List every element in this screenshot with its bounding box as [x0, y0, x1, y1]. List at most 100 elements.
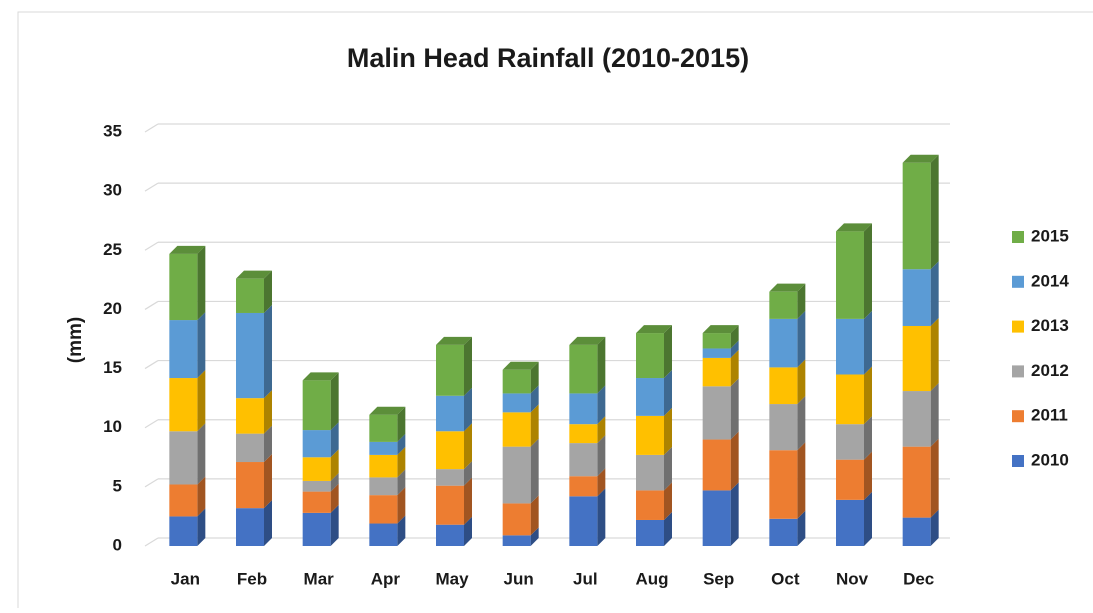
bar	[636, 415, 664, 455]
bar-side	[597, 336, 606, 394]
bar-side	[797, 510, 806, 546]
bar-top	[569, 336, 606, 345]
bar-top	[902, 154, 939, 163]
bar	[569, 496, 598, 546]
bar-top	[769, 283, 806, 292]
bar-side	[330, 422, 339, 458]
bar-side	[197, 423, 206, 485]
bar-side	[797, 396, 806, 451]
y-tick-label: 5	[113, 476, 122, 495]
bar-top	[436, 336, 472, 345]
bar	[436, 485, 464, 525]
bar-side	[730, 349, 739, 387]
bar	[169, 516, 198, 546]
bar-side	[864, 416, 872, 460]
y-tick-label: 0	[113, 535, 122, 554]
bar	[302, 512, 331, 546]
bar-side	[930, 383, 939, 447]
bar	[436, 469, 464, 486]
bar-side	[264, 454, 272, 509]
legend-swatch	[1012, 455, 1024, 467]
bar-top	[702, 325, 739, 334]
x-tick-label: Nov	[836, 569, 869, 588]
bar-side	[664, 370, 672, 416]
bar-side	[797, 359, 806, 405]
bar-side	[397, 469, 406, 496]
bar-side	[664, 446, 672, 491]
x-tick-label: Apr	[371, 569, 401, 588]
bar-side	[397, 433, 406, 455]
legend-swatch	[1012, 365, 1024, 378]
bar-side	[864, 491, 872, 546]
bar	[702, 439, 731, 491]
bar	[569, 393, 598, 425]
grid-line-slant	[144, 360, 159, 370]
bar	[902, 446, 931, 518]
bar	[902, 325, 931, 392]
bar-side	[530, 438, 539, 504]
x-tick-label: Jul	[573, 569, 598, 588]
bar-side	[464, 336, 472, 396]
bar-side	[530, 495, 539, 536]
grid-line-slant	[144, 123, 159, 133]
bar	[702, 490, 731, 546]
bar-side	[197, 508, 206, 546]
bar-side	[730, 378, 739, 440]
bar	[369, 477, 398, 496]
bar-side	[664, 511, 672, 546]
legend-label: 2012	[1031, 361, 1069, 380]
legend-label: 2013	[1031, 316, 1069, 335]
bar	[569, 443, 598, 477]
bar	[836, 459, 864, 500]
bar	[836, 231, 864, 319]
bar-top	[636, 325, 672, 334]
bar-side	[930, 261, 939, 326]
bar-side	[464, 387, 472, 432]
bar	[502, 412, 531, 447]
bar	[769, 450, 798, 519]
bar	[502, 503, 531, 536]
bar	[169, 378, 198, 432]
bar	[702, 333, 731, 349]
bar	[169, 320, 198, 379]
bar-side	[530, 527, 539, 546]
bar	[436, 431, 464, 470]
bar	[236, 278, 264, 313]
bar	[569, 344, 598, 394]
bar-side	[597, 416, 606, 444]
y-tick-label: 35	[103, 121, 122, 140]
bar	[769, 404, 798, 451]
bar-side	[197, 476, 206, 517]
bar	[902, 162, 931, 270]
bar	[302, 480, 331, 492]
x-tick-label: Dec	[903, 569, 934, 588]
x-tick-label: Jan	[171, 569, 200, 588]
bar-top	[502, 361, 539, 370]
bar	[569, 476, 598, 497]
bar	[236, 433, 264, 463]
x-tick-label: Feb	[237, 569, 267, 588]
bar-side	[464, 461, 472, 486]
bar	[502, 369, 531, 394]
bar-side	[797, 442, 806, 519]
bar-side	[864, 310, 872, 375]
bar-side	[930, 509, 939, 546]
bar	[769, 291, 798, 319]
x-tick-label: Sep	[703, 569, 734, 588]
bar-side	[264, 390, 272, 434]
bar-side	[664, 407, 672, 455]
bar	[236, 462, 264, 509]
bar	[369, 441, 398, 455]
bar-top	[836, 223, 872, 232]
bar-side	[197, 312, 206, 379]
y-tick-label: 25	[103, 240, 122, 259]
bar-side	[664, 482, 672, 520]
bar-side	[330, 449, 339, 481]
bar	[836, 499, 864, 546]
bar	[902, 517, 931, 546]
grid-line-slant	[144, 478, 159, 488]
bar-side	[330, 483, 339, 513]
bar	[369, 523, 398, 546]
bar	[569, 424, 598, 444]
